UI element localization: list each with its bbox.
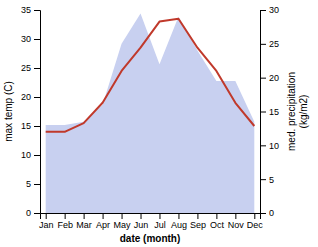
tick-label: Nov (228, 220, 245, 230)
tick: Dec (247, 213, 264, 230)
tick-mark (65, 213, 66, 219)
tick: 15 (21, 121, 40, 131)
tick: Aug (171, 213, 187, 230)
tick-mark (84, 213, 85, 219)
tick-mark (46, 213, 47, 219)
tick-label: 5 (26, 179, 31, 189)
tick: 10 (260, 141, 279, 151)
tick-label: May (114, 220, 132, 230)
y2-axis-title-line: (kg/m2) (298, 95, 309, 129)
tick: Feb (57, 213, 73, 230)
tick-mark (34, 184, 40, 185)
tick: 5 (260, 175, 274, 185)
tick: 30 (260, 5, 279, 15)
tick-label: Mar (76, 220, 92, 230)
tick: 25 (21, 63, 40, 73)
tick: Mar (76, 213, 92, 230)
tick-mark (260, 44, 266, 45)
tick-mark (235, 213, 236, 219)
axis-line (41, 214, 261, 220)
tick: 20 (21, 92, 40, 102)
tick: 35 (21, 5, 40, 15)
plot-root: JanFebMar Apr MayJun Jul AugSep OctNovDec 0 5 10… (3, 5, 309, 244)
tick-mark (260, 10, 266, 11)
tick: Sep (190, 213, 206, 230)
tick-mark (141, 213, 142, 219)
chart: JanFebMar Apr MayJun Jul AugSep OctNovDec 0 5 10… (0, 0, 318, 247)
tick-label: 5 (269, 175, 274, 185)
tick-label: Jun (134, 220, 149, 230)
tick-mark (159, 213, 160, 219)
axis-line (261, 11, 267, 214)
tick-label: Sep (190, 220, 206, 230)
precipitation-area (46, 13, 255, 213)
tick-mark (34, 97, 40, 98)
tick: 15 (260, 107, 279, 117)
tick-label: 25 (21, 63, 31, 73)
tick-mark (122, 213, 123, 219)
tick-label: 35 (21, 5, 31, 15)
tick: 0 (260, 208, 274, 218)
tick-mark (216, 213, 217, 219)
tick-mark (254, 213, 255, 219)
tick-label: 0 (269, 208, 274, 218)
tick-label: 15 (21, 121, 31, 131)
tick-label: 0 (26, 208, 31, 218)
tick: Jan (39, 213, 54, 230)
tick: Nov (228, 213, 245, 230)
tick-label: Dec (247, 220, 264, 230)
tick: 20 (260, 73, 279, 83)
tick-mark (103, 213, 104, 219)
tick-label: 30 (21, 34, 31, 44)
tick-label: Jan (39, 220, 54, 230)
tick: May (114, 213, 132, 230)
tick: Apr (96, 213, 110, 230)
x-axis-title: date (month) (120, 233, 181, 244)
tick-label: 20 (21, 92, 31, 102)
tick-label: 15 (269, 107, 279, 117)
tick-label: Aug (171, 220, 187, 230)
tick-mark (260, 78, 266, 79)
tick-mark (34, 155, 40, 156)
tick-mark (178, 213, 179, 219)
tick-label: Oct (210, 220, 225, 230)
y2-axis-title-line: med. precipitation (286, 72, 297, 151)
tick-label: 30 (269, 5, 279, 15)
tick-mark (34, 213, 40, 214)
y-axis-title: max temp (C) (3, 81, 14, 142)
tick: Oct (210, 213, 225, 230)
axis-line (34, 11, 41, 214)
tick-mark (34, 126, 40, 127)
tick-mark (34, 10, 40, 11)
tick-mark (260, 179, 266, 180)
tick-label: Feb (57, 220, 73, 230)
x-axis: JanFebMar Apr MayJun Jul AugSep OctNovDec (39, 213, 263, 230)
y-axis: 0 5 10 15 20 25 30 35 (21, 5, 41, 218)
tick-mark (260, 145, 266, 146)
tick: 25 (260, 39, 279, 49)
tick-label: Apr (96, 220, 110, 230)
tick-label: 25 (269, 39, 279, 49)
tick: Jul (154, 213, 166, 230)
tick: 10 (21, 150, 40, 160)
tick-mark (260, 112, 266, 113)
tick-mark (34, 68, 40, 69)
marks (46, 13, 255, 213)
tick-mark (34, 39, 40, 40)
tick: Jun (134, 213, 149, 230)
tick: 5 (26, 179, 40, 189)
temperature-line (46, 19, 255, 132)
tick: 30 (21, 34, 40, 44)
tick-mark (197, 213, 198, 219)
tick-label: 10 (269, 141, 279, 151)
tick-mark (260, 213, 266, 214)
tick-label: 10 (21, 150, 31, 160)
tick-label: Jul (154, 220, 166, 230)
tick-label: 20 (269, 73, 279, 83)
tick: 0 (26, 208, 40, 218)
y2-axis: 0 5 10 15 20 25 30 (260, 5, 279, 218)
y2-axis-title: med. precipitation(kg/m2) (286, 72, 309, 151)
